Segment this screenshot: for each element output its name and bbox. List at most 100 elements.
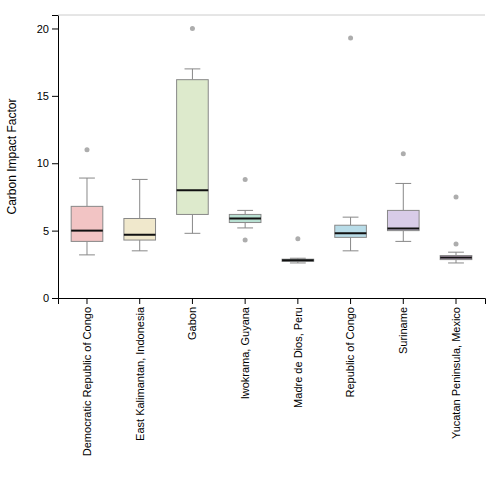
x-tick-label: Democratic Republic of Congo: [81, 307, 93, 456]
median: [177, 189, 209, 191]
x-tick: Republic of Congo: [344, 298, 356, 398]
upper-cap: [290, 258, 306, 259]
median: [387, 228, 419, 230]
upper-cap: [448, 252, 464, 253]
x-tick: Democratic Republic of Congo: [81, 298, 93, 456]
y-tick-label: 20: [37, 22, 49, 34]
box: [124, 218, 156, 240]
y-tick: 0: [43, 292, 58, 304]
flier: [190, 26, 195, 31]
x-axis: Democratic Republic of Congo East Kaliman…: [59, 298, 486, 456]
median: [335, 232, 367, 234]
y-tick: 15: [37, 90, 58, 102]
median: [229, 217, 261, 219]
median: [282, 259, 314, 261]
y-tick-mark: [52, 28, 58, 29]
box-group: [71, 147, 103, 255]
upper-cap: [343, 217, 359, 218]
box-group: [124, 179, 156, 250]
median: [440, 257, 472, 259]
chart: 0 5 10 15 20 Democratic Republic of Congo East…: [0, 0, 500, 488]
x-tick-label: Republic of Congo: [344, 307, 356, 398]
lower-cap: [79, 254, 95, 255]
x-tick: East Kalimantan, Indonesia: [134, 298, 146, 441]
lower-cap: [185, 233, 201, 234]
x-tick-label: Gabon: [186, 307, 198, 340]
x-tick-mark: [456, 298, 457, 304]
x-tick-mark: [350, 298, 351, 304]
lower-cap: [343, 250, 359, 251]
x-tick: Gabon: [186, 298, 198, 340]
box: [335, 225, 367, 237]
x-tick: Suriname: [397, 298, 409, 354]
box-group: [229, 177, 261, 243]
y-axis-line: [52, 16, 59, 299]
y-tick: 20: [37, 22, 58, 34]
plot: 0 5 10 15 20 Democratic Republic of Congo East…: [5, 15, 486, 456]
lower-whisker: [139, 240, 140, 251]
x-tick-mark: [297, 298, 298, 304]
flier: [401, 151, 406, 156]
y-tick: 10: [37, 157, 58, 169]
x-tick-mark: [86, 298, 87, 304]
lower-whisker: [245, 223, 246, 228]
upper-whisker: [350, 217, 351, 225]
y-tick-mark: [52, 96, 58, 97]
x-tick-label: Madre de Dios, Peru: [292, 307, 304, 408]
flier: [454, 242, 459, 247]
upper-cap: [79, 178, 95, 179]
y-tick-mark: [52, 163, 58, 164]
box: [282, 259, 314, 261]
lower-cap: [395, 241, 411, 242]
x-tick: Madre de Dios, Peru: [292, 298, 304, 408]
lower-whisker: [350, 237, 351, 250]
y-tick: 5: [43, 225, 58, 237]
x-axis-line: [59, 299, 486, 305]
lower-whisker: [86, 241, 87, 254]
upper-whisker: [139, 179, 140, 218]
flier: [84, 147, 89, 152]
flier: [243, 177, 248, 182]
y-axis-title: Carbon Impact Factor: [5, 98, 19, 214]
box: [177, 80, 209, 215]
upper-cap: [185, 68, 201, 69]
flier: [295, 236, 300, 241]
box-group: [440, 194, 472, 263]
lower-whisker: [456, 260, 457, 263]
box: [387, 210, 419, 230]
x-tick-mark: [245, 298, 246, 304]
y-tick-label: 10: [37, 157, 49, 169]
box: [440, 256, 472, 260]
upper-whisker: [192, 69, 193, 80]
x-tick-label: Iwokrama, Guyana: [239, 306, 251, 399]
boxes: [71, 26, 472, 263]
upper-whisker: [403, 183, 404, 210]
flier: [454, 194, 459, 199]
x-tick-label: Yucatan Peninsula, Mexico: [450, 307, 462, 439]
x-tick-label: Suriname: [397, 307, 409, 354]
x-tick-mark: [139, 298, 140, 304]
x-tick: Iwokrama, Guyana: [239, 298, 251, 399]
median: [71, 230, 103, 232]
y-tick-mark: [52, 298, 58, 299]
y-tick-label: 0: [43, 292, 49, 304]
box: [71, 206, 103, 241]
plot-top-edge: [58, 15, 485, 16]
y-axis: 0 5 10 15 20: [37, 16, 59, 305]
upper-whisker: [245, 210, 246, 214]
median: [124, 234, 156, 236]
box-group: [387, 151, 419, 241]
y-tick-mark: [52, 231, 58, 232]
upper-cap: [132, 179, 148, 180]
lower-whisker: [192, 214, 193, 233]
lower-whisker: [403, 231, 404, 242]
box-group: [177, 26, 209, 233]
lower-cap: [237, 227, 253, 228]
flier: [348, 35, 353, 40]
y-tick-label: 5: [43, 225, 49, 237]
flier: [243, 238, 248, 243]
upper-whisker: [86, 178, 87, 206]
y-tick-label: 15: [37, 90, 49, 102]
lower-cap: [448, 262, 464, 263]
x-tick-mark: [403, 298, 404, 304]
